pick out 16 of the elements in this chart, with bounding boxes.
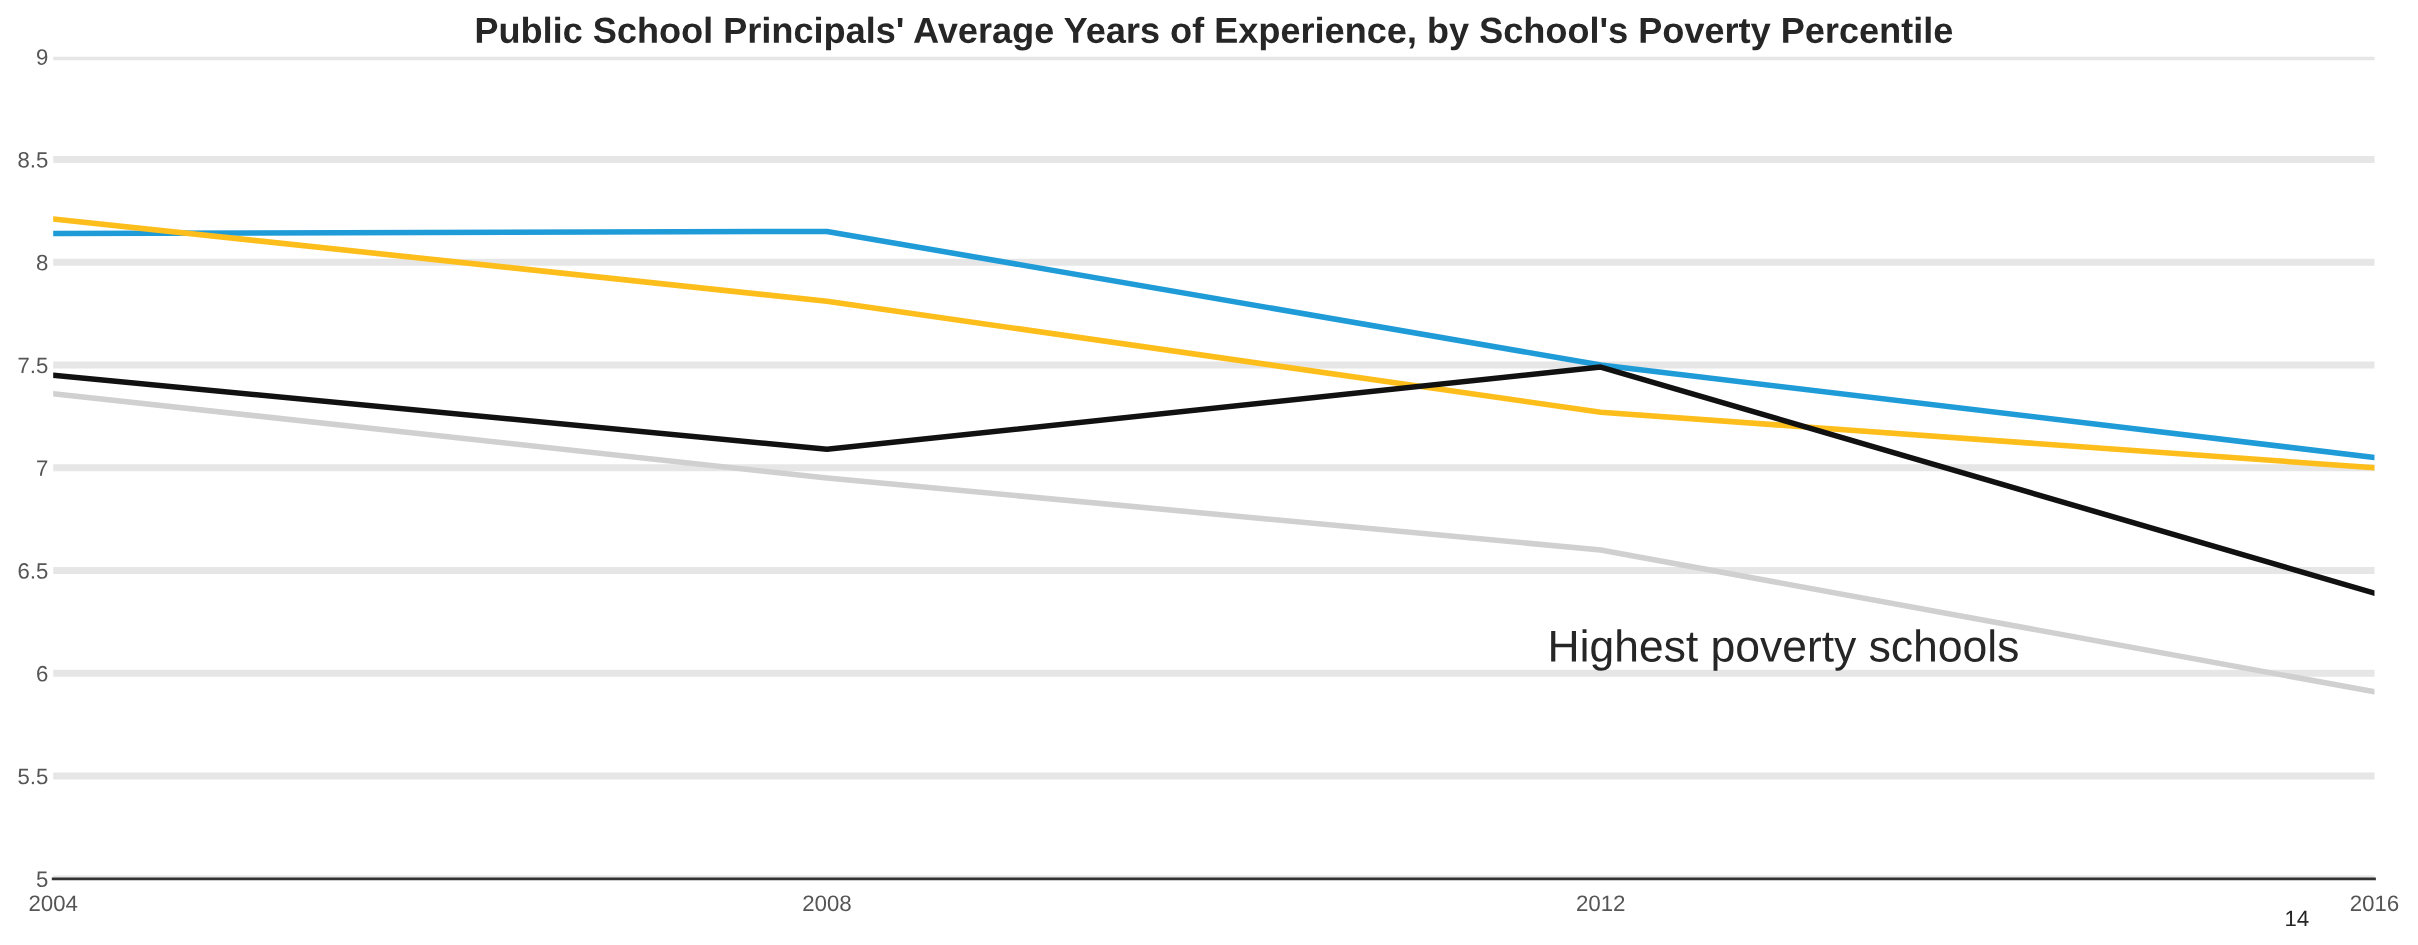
chart-title: Public School Principals' Average Years of Experience, by School's Poverty Percentile	[476, 16, 1953, 51]
x-tick-label: 2004	[29, 895, 78, 912]
y-tick-label: 9	[37, 49, 48, 65]
y-tick-label: 8	[36, 254, 48, 271]
x-tick-label: 2012	[1577, 895, 1625, 912]
y-tick-label: 7	[37, 460, 48, 476]
y-tick-label: 7.5	[18, 357, 48, 374]
y-tick-label: 6.5	[18, 563, 48, 579]
annotation: Highest poverty schools	[1551, 629, 2018, 671]
text: 14	[2286, 910, 2309, 927]
y-tick-label: 6	[37, 665, 48, 682]
x-tick-label: 2008	[803, 895, 851, 912]
y-tick-label: 8.5	[18, 152, 48, 168]
x-tick-label: 2016	[2350, 895, 2399, 912]
y-tick-label: 5	[36, 871, 48, 888]
y-tick-label: 5.5	[18, 768, 48, 785]
